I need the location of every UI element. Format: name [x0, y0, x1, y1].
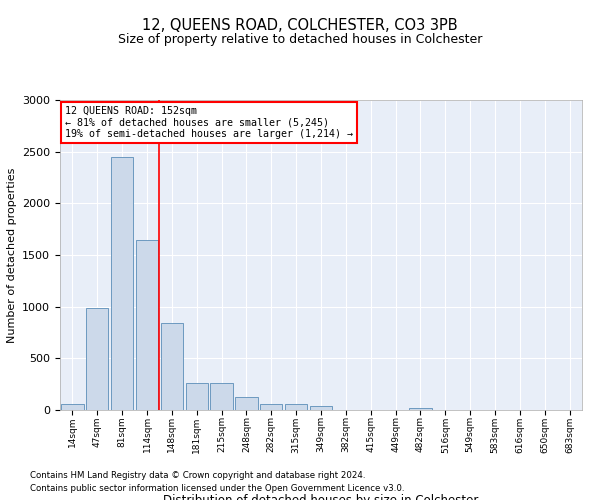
Bar	[260, 404, 283, 410]
Text: 12, QUEENS ROAD, COLCHESTER, CO3 3PB: 12, QUEENS ROAD, COLCHESTER, CO3 3PB	[142, 18, 458, 32]
Text: Contains public sector information licensed under the Open Government Licence v3: Contains public sector information licen…	[30, 484, 404, 493]
Bar	[235, 396, 257, 410]
Text: Size of property relative to detached houses in Colchester: Size of property relative to detached ho…	[118, 32, 482, 46]
Bar	[285, 404, 307, 410]
Bar	[111, 157, 133, 410]
Bar	[161, 323, 183, 410]
Text: Contains HM Land Registry data © Crown copyright and database right 2024.: Contains HM Land Registry data © Crown c…	[30, 470, 365, 480]
Text: 12 QUEENS ROAD: 152sqm
← 81% of detached houses are smaller (5,245)
19% of semi-: 12 QUEENS ROAD: 152sqm ← 81% of detached…	[65, 106, 353, 140]
Bar	[86, 308, 109, 410]
X-axis label: Distribution of detached houses by size in Colchester: Distribution of detached houses by size …	[163, 494, 479, 500]
Y-axis label: Number of detached properties: Number of detached properties	[7, 168, 17, 342]
Bar	[310, 406, 332, 410]
Bar	[61, 404, 83, 410]
Bar	[136, 240, 158, 410]
Bar	[185, 383, 208, 410]
Bar	[409, 408, 431, 410]
Bar	[211, 383, 233, 410]
